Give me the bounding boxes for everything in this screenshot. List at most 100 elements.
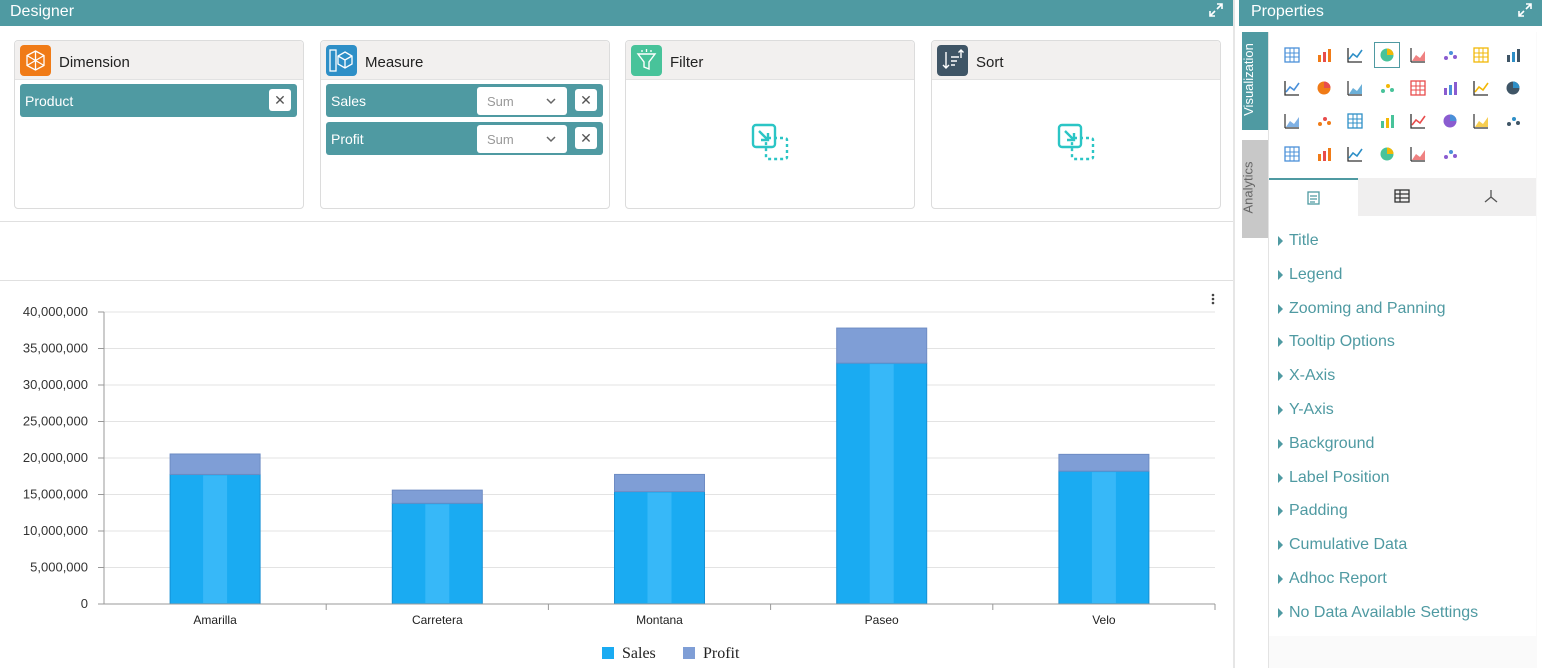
scatter-icon[interactable] — [1283, 112, 1301, 130]
radar-icon[interactable] — [1378, 79, 1396, 97]
filter-well-header: Filter — [626, 41, 914, 80]
sort-well-header: Sort — [932, 41, 1220, 80]
bar-chart-icon[interactable] — [1346, 46, 1364, 64]
filter-label: Filter — [670, 54, 704, 71]
tab-general[interactable] — [1269, 178, 1358, 216]
step-line-icon[interactable] — [1346, 79, 1364, 97]
map-icon[interactable] — [1504, 112, 1522, 130]
property-section[interactable]: Title — [1278, 232, 1319, 250]
caret-right-icon — [1278, 303, 1283, 314]
property-section[interactable]: Background — [1278, 435, 1374, 453]
y-tick-label: 0 — [81, 596, 88, 611]
thermometer-icon[interactable] — [1504, 79, 1522, 97]
area-chart-icon[interactable] — [1373, 42, 1400, 68]
property-section[interactable]: Legend — [1278, 266, 1342, 284]
tab-label: Analytics — [1240, 161, 1256, 214]
property-section[interactable]: Tooltip Options — [1278, 333, 1395, 351]
bar-highlight — [1091, 472, 1116, 603]
visualization-gallery — [1269, 32, 1536, 178]
property-section[interactable]: Padding — [1278, 502, 1348, 520]
histogram-icon[interactable] — [1441, 145, 1459, 163]
aggregation-select[interactable]: Sum — [477, 125, 567, 153]
combo-chart-icon[interactable] — [1315, 46, 1333, 64]
collapse-icon[interactable] — [1518, 3, 1532, 17]
chart-menu-icon[interactable] — [1211, 293, 1215, 305]
bar-highlight — [425, 504, 450, 603]
stacked-area-icon[interactable] — [1315, 145, 1333, 163]
x-tick-label: Amarilla — [193, 613, 237, 627]
pivot-icon[interactable] — [1409, 112, 1427, 130]
bubble-icon[interactable] — [1409, 145, 1427, 163]
property-section[interactable]: Label Position — [1278, 468, 1390, 487]
remove-field-button[interactable]: ✕ — [269, 89, 291, 111]
bar-highlight — [647, 492, 672, 603]
general-icon — [1307, 191, 1320, 205]
property-section[interactable]: No Data Available Settings — [1278, 604, 1478, 622]
bar-profit — [391, 489, 483, 504]
caret-right-icon — [1278, 574, 1283, 584]
donut-chart-icon[interactable] — [1315, 79, 1333, 97]
dimension-well[interactable]: Dimension Product ✕ — [14, 40, 304, 209]
remove-field-button[interactable]: ✕ — [575, 127, 597, 149]
spline-icon[interactable] — [1472, 46, 1490, 64]
field-label: Profit — [331, 131, 364, 147]
caret-right-icon — [1278, 506, 1283, 517]
field-label: Product — [25, 93, 74, 109]
property-section[interactable]: Y-Axis — [1278, 401, 1334, 419]
tab-columns[interactable] — [1358, 178, 1447, 216]
measure-field-profit[interactable]: Profit Sum ✕ — [326, 122, 603, 155]
measure-icon — [326, 45, 357, 76]
drop-field-icon — [1057, 123, 1095, 161]
y-tick-label: 25,000,000 — [23, 414, 88, 429]
dimension-icon — [20, 45, 51, 76]
x-tick-label: Carretera — [412, 613, 463, 627]
property-section[interactable]: X-Axis — [1278, 367, 1335, 385]
designer-header: Designer — [0, 0, 1233, 26]
curve-icon[interactable] — [1441, 79, 1459, 97]
remove-field-button[interactable]: ✕ — [575, 89, 597, 111]
kpi-icon[interactable] — [1283, 145, 1301, 163]
line-chart-icon[interactable] — [1441, 46, 1459, 64]
aggregation-select[interactable]: Sum — [477, 87, 567, 115]
measure-well[interactable]: Measure Sales Sum ✕ Profit Sum ✕ — [320, 40, 610, 209]
caret-right-icon — [1278, 540, 1283, 551]
collapse-icon[interactable] — [1209, 3, 1223, 17]
dimension-field-product[interactable]: Product ✕ — [20, 84, 297, 117]
polar-icon[interactable] — [1315, 112, 1333, 130]
funnel-icon[interactable] — [1504, 46, 1522, 64]
properties-header: Properties — [1239, 0, 1542, 26]
filter-well[interactable]: Filter — [625, 40, 915, 209]
x-tick-label: Montana — [636, 613, 683, 627]
property-section[interactable]: Adhoc Report — [1278, 570, 1387, 588]
stacked-bar-icon[interactable] — [1409, 46, 1427, 64]
heatmap-icon[interactable] — [1409, 79, 1427, 97]
bar-profit — [169, 453, 261, 475]
tab-visualization[interactable]: Visualization — [1240, 32, 1268, 130]
y-tick-label: 5,000,000 — [30, 560, 88, 575]
tab-analytics[interactable]: Analytics — [1240, 140, 1268, 238]
y-tick-label: 10,000,000 — [23, 523, 88, 538]
bar-highlight — [203, 475, 228, 603]
treemap-icon[interactable] — [1346, 145, 1364, 163]
candlestick-icon[interactable] — [1472, 112, 1490, 130]
chart-legend: Sales Profit — [602, 645, 740, 662]
panel-divider — [1233, 0, 1235, 668]
tab-label: Visualization — [1240, 43, 1256, 116]
tab-axis[interactable] — [1447, 178, 1536, 216]
gauge-icon[interactable] — [1472, 79, 1490, 97]
pie-chart-icon[interactable] — [1283, 79, 1301, 97]
sankey-icon[interactable] — [1378, 145, 1396, 163]
ring-icon[interactable] — [1346, 112, 1364, 130]
axis-icon — [1484, 190, 1498, 203]
property-section[interactable]: Zooming and Panning — [1278, 300, 1446, 318]
table-icon[interactable] — [1378, 112, 1396, 130]
card-icon[interactable] — [1441, 112, 1459, 130]
sort-well[interactable]: Sort — [931, 40, 1221, 209]
grid-icon[interactable] — [1283, 46, 1301, 64]
field-label: Sales — [331, 93, 367, 109]
measure-field-sales[interactable]: Sales Sum ✕ — [326, 84, 603, 117]
property-section[interactable]: Cumulative Data — [1278, 536, 1407, 554]
property-section-label: Label Position — [1289, 468, 1390, 486]
measure-label: Measure — [365, 54, 424, 71]
bar-profit — [1058, 453, 1150, 472]
